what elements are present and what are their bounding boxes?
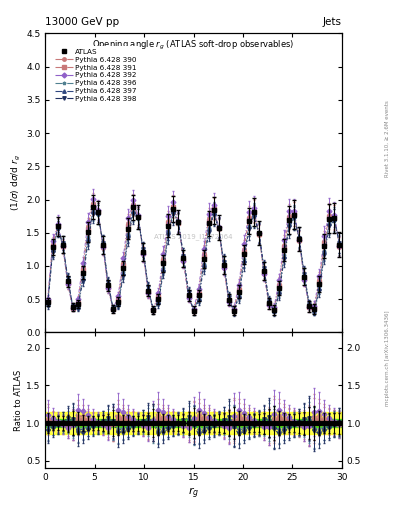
Text: Jets: Jets [323,16,342,27]
Text: mcplots.cern.ch [arXiv:1306.3436]: mcplots.cern.ch [arXiv:1306.3436] [385,311,389,406]
Text: 13000 GeV pp: 13000 GeV pp [45,16,119,27]
Y-axis label: Ratio to ATLAS: Ratio to ATLAS [14,370,23,431]
Legend: ATLAS, Pythia 6.428 390, Pythia 6.428 391, Pythia 6.428 392, Pythia 6.428 396, P: ATLAS, Pythia 6.428 390, Pythia 6.428 39… [52,46,139,105]
Bar [45,412,342,435]
Text: Rivet 3.1.10, ≥ 2.6M events: Rivet 3.1.10, ≥ 2.6M events [385,100,389,177]
Text: ATLAS 2019_I1772064: ATLAS 2019_I1772064 [154,233,233,240]
Bar [45,419,342,427]
Text: Opening angle $r_g$ (ATLAS soft-drop observables): Opening angle $r_g$ (ATLAS soft-drop obs… [92,39,295,52]
Y-axis label: $(1/\sigma)\ \mathrm{d}\sigma/\mathrm{d}\ r_g$: $(1/\sigma)\ \mathrm{d}\sigma/\mathrm{d}… [10,155,23,211]
X-axis label: $r_g$: $r_g$ [188,485,199,501]
